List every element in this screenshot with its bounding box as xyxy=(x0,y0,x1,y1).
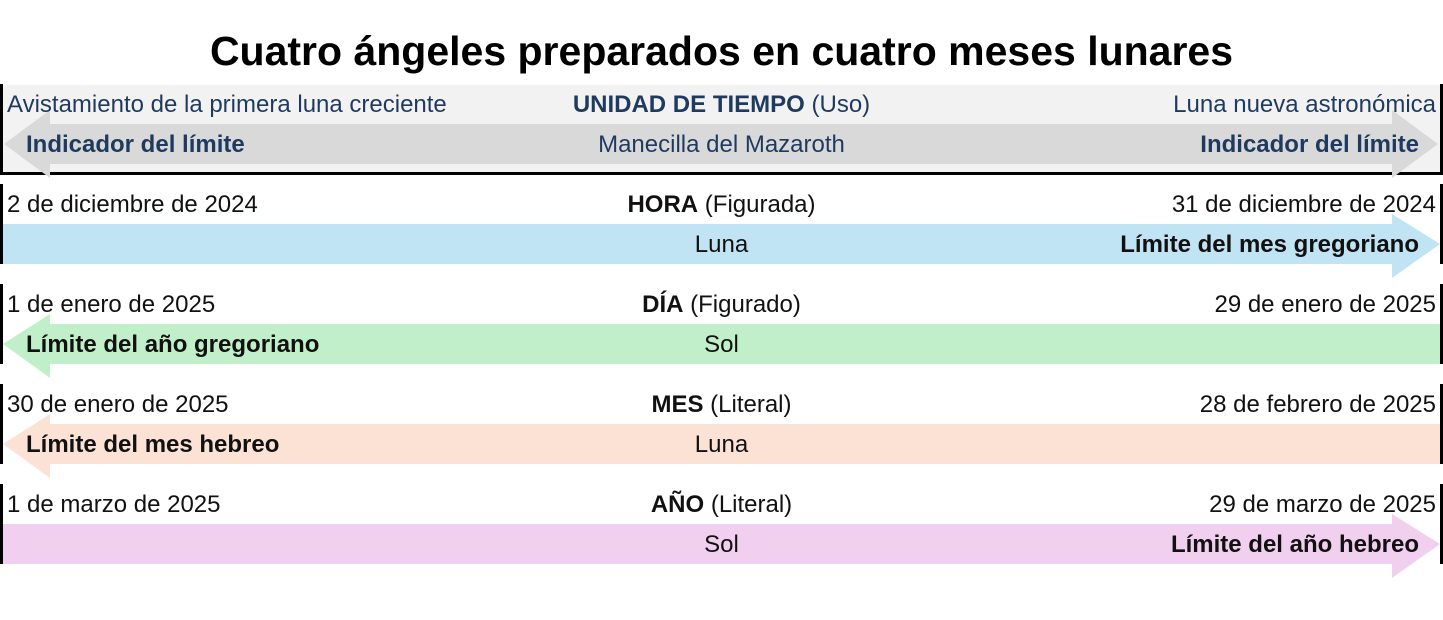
row-right-bar xyxy=(1440,284,1443,364)
page-title: Cuatro ángeles preparados en cuatro mese… xyxy=(209,28,1234,74)
row-unit-rest: (Literal) xyxy=(704,491,793,518)
row-start-date: 1 de enero de 2025 xyxy=(7,291,216,318)
row-arrow xyxy=(0,414,1443,482)
row-body: Luna xyxy=(694,231,749,258)
row-end-date: 28 de febrero de 2025 xyxy=(1199,391,1436,418)
row-limit-label: Límite del mes hebreo xyxy=(26,431,280,458)
header-center-bottom: Manecilla del Mazaroth xyxy=(598,131,845,158)
left-bar xyxy=(0,84,3,175)
row-unit: DÍA (Figurado) xyxy=(0,290,1443,320)
row-body: Sol xyxy=(704,331,739,358)
row-limit-label: Límite del mes gregoriano xyxy=(1120,231,1419,258)
row-unit-rest: (Figurado) xyxy=(683,291,801,318)
row-body: Luna xyxy=(694,431,749,458)
arrow-shape xyxy=(3,414,1440,478)
header-left-bottom: Indicador del límite xyxy=(26,131,245,158)
row-right-bar xyxy=(1440,484,1443,564)
row-unit-bold: AÑO xyxy=(650,491,705,518)
row-right-bar xyxy=(1440,184,1443,264)
row-unit-bold: HORA xyxy=(627,191,699,218)
row-end-date: 31 de diciembre de 2024 xyxy=(1171,191,1436,218)
header-unit-rest: (Uso) xyxy=(804,91,871,118)
row-limit-label: Límite del año hebreo xyxy=(1170,531,1419,558)
row-start-date: 2 de diciembre de 2024 xyxy=(7,191,258,218)
header-right-bottom: Indicador del límite xyxy=(1200,131,1419,158)
header-double-arrow xyxy=(0,106,1443,186)
row-unit-rest: (Literal) xyxy=(703,391,792,418)
row-end-date: 29 de marzo de 2025 xyxy=(1209,491,1436,518)
row-end-date: 29 de enero de 2025 xyxy=(1214,291,1436,318)
row-arrow xyxy=(0,514,1443,582)
row-left-bar xyxy=(0,284,3,364)
header-unit-bold: UNIDAD DE TIEMPO xyxy=(572,91,805,118)
header-bottom-line xyxy=(0,172,1443,175)
row-limit-label: Límite del año gregoriano xyxy=(26,331,320,358)
arrow-shape xyxy=(3,514,1440,578)
row-unit: AÑO (Literal) xyxy=(0,490,1443,520)
row-start-date: 30 de enero de 2025 xyxy=(7,391,229,418)
row-body: Sol xyxy=(704,531,739,558)
row-unit-bold: MES xyxy=(651,391,704,418)
right-bar xyxy=(1440,84,1443,175)
row-left-bar xyxy=(0,384,3,464)
header-left-top: Avistamiento de la primera luna crecient… xyxy=(7,91,447,118)
row-unit: MES (Literal) xyxy=(0,390,1443,420)
row-start-date: 1 de marzo de 2025 xyxy=(7,491,221,518)
arrow-shape xyxy=(3,214,1440,278)
row-arrow xyxy=(0,214,1443,282)
row-unit-bold: DÍA xyxy=(642,291,684,318)
arrow-shape xyxy=(3,314,1440,378)
row-left-bar xyxy=(0,184,3,264)
row-arrow xyxy=(0,314,1443,382)
row-left-bar xyxy=(0,484,3,564)
row-unit: HORA (Figurada) xyxy=(0,190,1443,220)
row-right-bar xyxy=(1440,384,1443,464)
row-unit-rest: (Figurada) xyxy=(698,191,816,218)
header-center-top: UNIDAD DE TIEMPO (Uso) xyxy=(0,90,1443,120)
header-right-top: Luna nueva astronómica xyxy=(1173,91,1436,118)
